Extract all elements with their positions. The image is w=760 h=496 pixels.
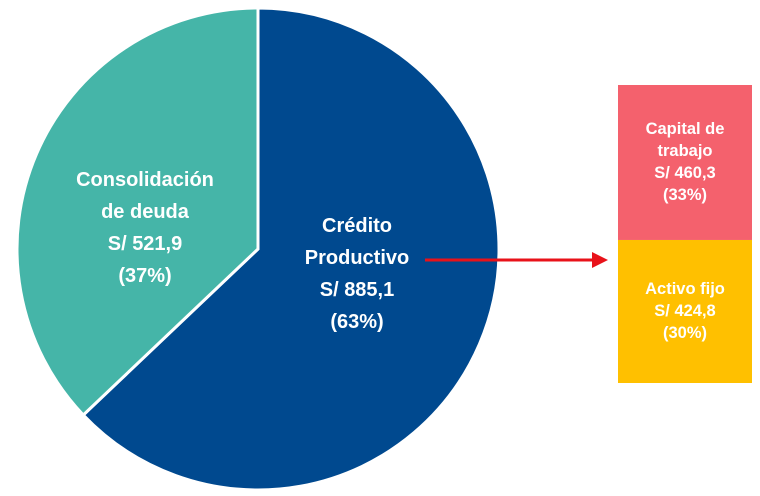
breakdown-bar (618, 85, 752, 383)
percent-label: (30%) (662, 324, 707, 343)
slice-label: Activo fijo S/ 424,8 (30%) (642, 278, 728, 344)
pie (15, 6, 501, 492)
bar-segment (618, 239, 752, 383)
percent-label: (63%) (330, 311, 384, 333)
category-name: Consolidación de deuda (76, 169, 214, 223)
value-label: S/ 460,3 (654, 164, 716, 183)
pie-slice (15, 6, 260, 418)
category-name: Crédito Productivo (304, 215, 410, 269)
slice-label: Capital de trabajo S/ 460,3 (33%) (642, 118, 728, 206)
value-label: S/ 424,8 (654, 302, 716, 321)
category-name: Capital de trabajo (645, 120, 725, 161)
slice-label: Consolidación de deuda S/ 521,9 (37%) (63, 164, 228, 292)
category-name: Activo fijo (645, 280, 725, 299)
slice-label: Crédito Productivo S/ 885,1 (63%) (287, 210, 427, 338)
bar-segment (618, 85, 752, 240)
pie-slice (81, 6, 501, 492)
value-label: S/ 521,9 (107, 233, 183, 255)
percent-label: (37%) (118, 265, 172, 287)
value-label: S/ 885,1 (319, 279, 395, 301)
arrow-head (592, 252, 608, 268)
percent-label: (33%) (662, 186, 707, 205)
